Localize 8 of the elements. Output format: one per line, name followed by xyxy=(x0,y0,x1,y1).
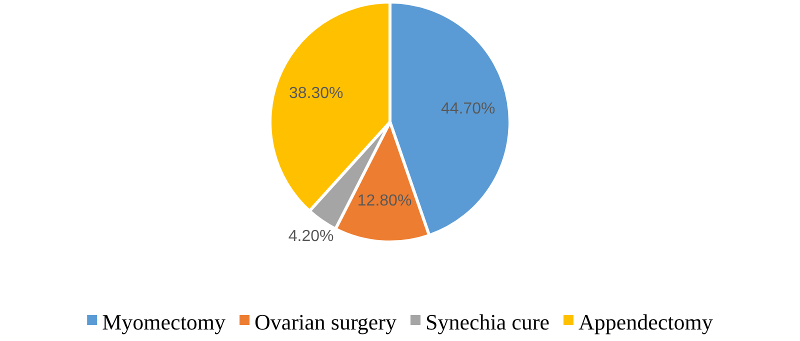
legend-label: Ovarian surgery xyxy=(254,310,396,334)
data-label: 38.30% xyxy=(288,85,344,102)
legend-label: Synechia cure xyxy=(425,310,550,334)
legend-label: Appendectomy xyxy=(578,310,713,334)
data-label: 12.80% xyxy=(357,192,412,210)
data-label: 44.70% xyxy=(440,100,496,118)
data-label: 4.20% xyxy=(288,228,334,246)
legend-label: Myomectomy xyxy=(102,310,226,334)
